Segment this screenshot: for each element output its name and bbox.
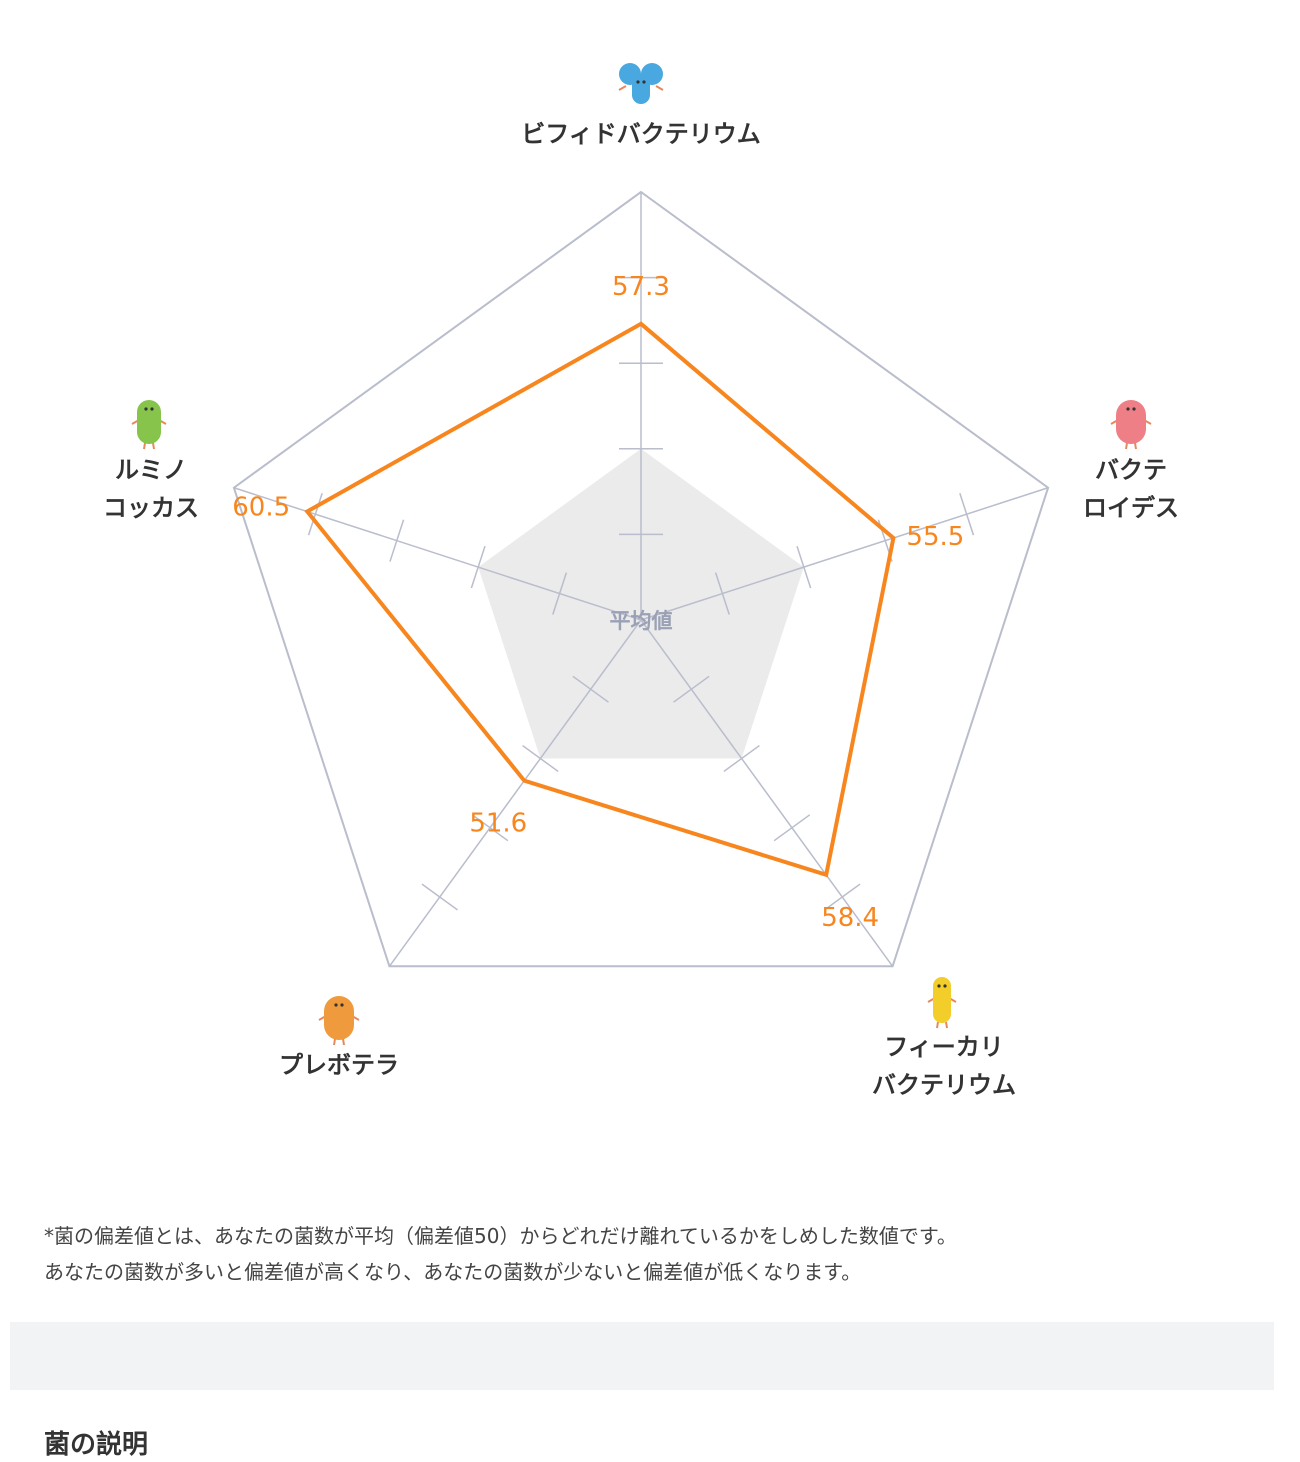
value-label-4: 60.5 [232, 493, 290, 523]
section-divider-band [10, 1322, 1274, 1390]
orange-bacterium-icon-eye-left [334, 1003, 338, 1007]
axis-tick-1-0 [714, 572, 730, 615]
yellow-bacterium-icon-eye-left [937, 984, 941, 988]
outer-grid-pentagon [232, 190, 1050, 968]
red-bacterium-icon-eye-left [1126, 407, 1130, 411]
green-bacterium-icon [131, 400, 167, 450]
axis-tick-3-3 [421, 883, 458, 911]
orange-bacterium-icon-eye-right [340, 1003, 344, 1007]
axis-tick-2-0 [673, 675, 710, 703]
value-label-3: 51.6 [469, 809, 527, 839]
blue-bacterium-icon-arm-left [618, 85, 627, 91]
axis-label-2-line-1: バクテリウム [872, 1071, 1016, 1099]
axis-tick-2-3 [824, 883, 861, 911]
blue-bacterium-icon-arm-right [655, 85, 664, 91]
yellow-bacterium-icon-foot-right [945, 1021, 948, 1029]
red-bacterium-icon-foot-left [1125, 442, 1128, 450]
axis-tick-4-0 [552, 572, 568, 615]
axis-tick-4-2 [389, 519, 405, 562]
yellow-bacterium-icon-body [933, 977, 951, 1023]
axis-label-1-line-0: バクテ [1095, 456, 1167, 484]
average-label: 平均値 [610, 609, 673, 633]
axis-spoke-2 [640, 619, 894, 967]
value-label-2: 58.4 [821, 903, 879, 933]
axis-spoke-3 [388, 619, 642, 967]
value-label-0: 57.3 [612, 272, 670, 302]
green-bacterium-icon-foot-left [143, 442, 146, 450]
radar-chart: 平均値 57.3 55.5 58.4 51.6 60.5 ビフィドバクテリウムバクテロイデス… [103, 63, 1179, 1099]
axis-spoke-1 [640, 487, 1049, 621]
green-bacterium-icon-body [137, 400, 161, 444]
blue-bacterium-icon-eye-right [642, 80, 646, 84]
red-bacterium-icon [1110, 400, 1152, 450]
axis-tick-2-1 [723, 744, 760, 773]
orange-bacterium-icon-body [324, 996, 354, 1040]
axis-label-1-line-1: ロイデス [1083, 494, 1179, 522]
axis-tick-1-3 [959, 493, 975, 536]
score-polygon [304, 321, 896, 878]
axis-tick-3-1 [522, 744, 559, 773]
yellow-bacterium-icon [927, 977, 957, 1029]
axis-label-4-line-1: コッカス [103, 494, 199, 522]
green-bacterium-icon-foot-right [152, 442, 155, 450]
orange-bacterium-icon [318, 996, 360, 1046]
footnote: *菌の偏差値とは、あなたの菌数が平均（偏差値50）からどれだけ離れているかをしめ… [44, 1218, 1244, 1290]
section-title: 菌の説明 [44, 1430, 149, 1460]
blue-bacterium-icon-body [632, 74, 650, 104]
footnote-line-1: *菌の偏差値とは、あなたの菌数が平均（偏差値50）からどれだけ離れているかをしめ… [44, 1224, 957, 1248]
yellow-bacterium-icon-eye-right [943, 984, 947, 988]
orange-bacterium-icon-foot-left [333, 1038, 336, 1046]
orange-bacterium-icon-foot-right [342, 1038, 345, 1046]
yellow-bacterium-icon-foot-left [936, 1021, 939, 1029]
axis-tick-3-0 [572, 675, 609, 703]
red-bacterium-icon-foot-right [1134, 442, 1137, 450]
axis-spoke-4 [233, 487, 642, 621]
axis-tick-1-1 [796, 545, 812, 589]
value-label-1: 55.5 [906, 522, 964, 552]
axis-label-0-line-0: ビフィドバクテリウム [521, 120, 761, 148]
red-bacterium-icon-eye-right [1132, 407, 1136, 411]
green-bacterium-icon-eye-left [144, 407, 148, 411]
axis-label-3-line-0: プレボテラ [279, 1051, 399, 1079]
axis-tick-4-1 [470, 545, 486, 589]
axis-tick-2-2 [773, 814, 811, 842]
green-bacterium-icon-eye-right [150, 407, 154, 411]
footnote-line-2: あなたの菌数が多いと偏差値が高くなり、あなたの菌数が少ないと偏差値が低くなります… [44, 1260, 862, 1284]
blue-bacterium-icon-eye-left [636, 80, 640, 84]
axis-label-4-line-0: ルミノ [115, 456, 187, 484]
blue-bacterium-icon [618, 63, 664, 104]
axis-label-2-line-0: フィーカリ [884, 1033, 1004, 1061]
axis-tick-3-2 [471, 814, 509, 842]
red-bacterium-icon-body [1116, 400, 1146, 444]
axis-tick-4-3 [307, 493, 323, 536]
